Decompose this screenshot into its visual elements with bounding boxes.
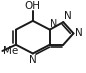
Text: OH: OH (25, 1, 41, 11)
Text: N: N (29, 55, 37, 65)
Text: N: N (50, 19, 57, 29)
Text: Me: Me (3, 46, 18, 56)
Text: N: N (75, 28, 83, 38)
Text: N: N (64, 11, 72, 21)
